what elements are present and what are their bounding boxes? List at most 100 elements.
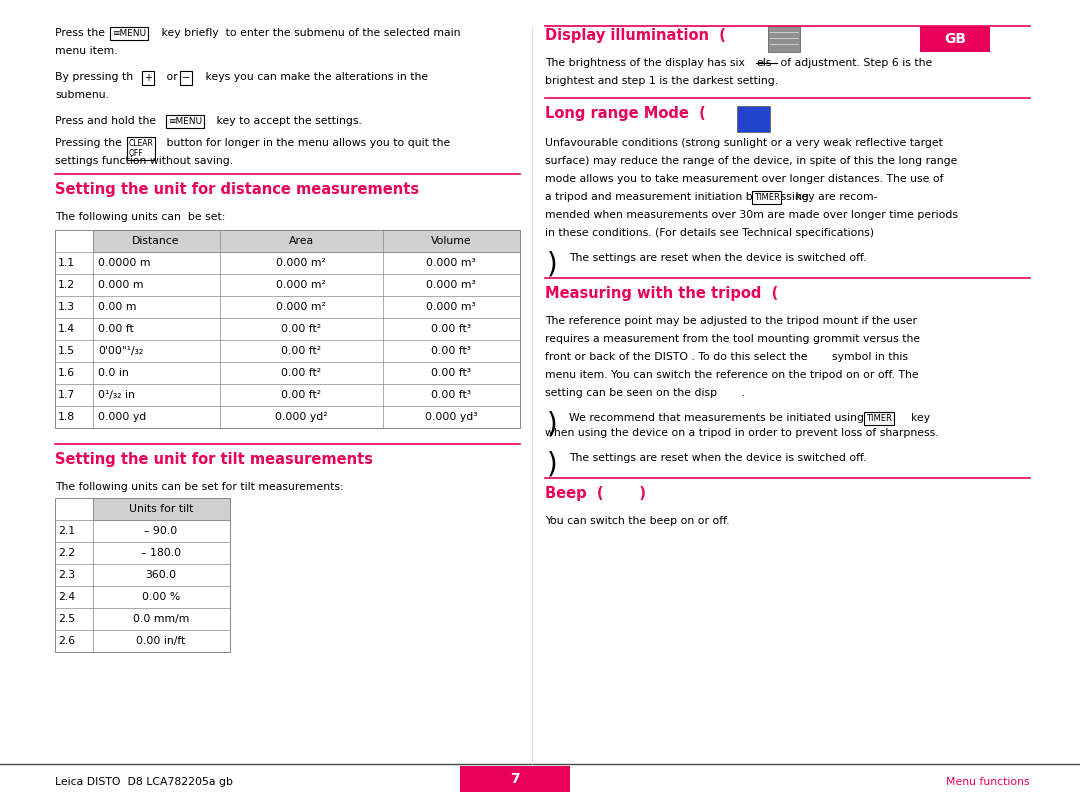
Text: 0.000 m²: 0.000 m² (276, 302, 326, 312)
Bar (93, 230, 519, 252)
Text: 2.2: 2.2 (58, 548, 76, 558)
Text: 0.000 m³: 0.000 m³ (427, 280, 476, 290)
Text: The brightness of the display has six: The brightness of the display has six (545, 58, 745, 68)
Text: The reference point may be adjusted to the tripod mount if the user: The reference point may be adjusted to t… (545, 316, 917, 326)
Text: 0.000 m³: 0.000 m³ (427, 258, 476, 268)
Text: 0.000 yd²: 0.000 yd² (274, 412, 327, 422)
Text: 2.3: 2.3 (58, 570, 76, 580)
Text: ≡MENU: ≡MENU (168, 117, 202, 126)
Text: The settings are reset when the device is switched off.: The settings are reset when the device i… (569, 253, 866, 263)
Bar (737, 106, 770, 132)
Bar (93, 498, 230, 520)
Text: 0.00 m: 0.00 m (98, 302, 136, 312)
Text: 2.4: 2.4 (58, 592, 76, 602)
Text: setting can be seen on the disp       .: setting can be seen on the disp . (545, 388, 745, 398)
Text: 0.00 ft²: 0.00 ft² (281, 390, 321, 400)
Text: – 90.0: – 90.0 (145, 526, 177, 536)
Text: 0.00 ft³: 0.00 ft³ (431, 324, 471, 334)
Text: 7: 7 (510, 772, 519, 786)
Text: Long range Mode  (: Long range Mode ( (545, 106, 705, 121)
Text: 0.00 ft²: 0.00 ft² (281, 324, 321, 334)
Text: 1.7: 1.7 (58, 390, 76, 400)
Text: 0.000 m²: 0.000 m² (276, 280, 326, 290)
Text: surface) may reduce the range of the device, in spite of this the long range: surface) may reduce the range of the dev… (545, 156, 957, 166)
Text: front or back of the DISTO . To do this select the       symbol in this: front or back of the DISTO . To do this … (545, 352, 908, 362)
Text: keys you can make the alterations in the: keys you can make the alterations in the (202, 72, 428, 82)
Text: 0.0 in: 0.0 in (98, 368, 129, 378)
Text: of adjustment. Step 6 is the: of adjustment. Step 6 is the (777, 58, 932, 68)
Text: key briefly  to enter the submenu of the selected main: key briefly to enter the submenu of the … (158, 28, 460, 38)
Bar (55, 230, 519, 428)
Text: 2.6: 2.6 (58, 636, 76, 646)
Text: Press the: Press the (55, 28, 108, 38)
Bar (55, 498, 230, 652)
Text: mended when measurements over 30m are made over longer time periods: mended when measurements over 30m are ma… (545, 210, 958, 220)
Text: We recommend that measurements be initiated using th: We recommend that measurements be initia… (569, 413, 879, 423)
Text: TIMER: TIMER (754, 193, 780, 202)
Text: By pressing th: By pressing th (55, 72, 133, 82)
Text: in these conditions. (For details see Technical specifications): in these conditions. (For details see Te… (545, 228, 874, 238)
Text: – 180.0: – 180.0 (140, 548, 181, 558)
Text: GB: GB (944, 32, 966, 46)
Text: brightest and step 1 is the darkest setting.: brightest and step 1 is the darkest sett… (545, 76, 778, 86)
Text: Setting the unit for distance measurements: Setting the unit for distance measuremen… (55, 182, 419, 197)
Text: −: − (183, 73, 190, 83)
Text: 0.0 mm/m: 0.0 mm/m (133, 614, 189, 624)
Text: +: + (144, 73, 152, 83)
Text: ): ) (546, 410, 557, 438)
Text: 0.00 in/ft: 0.00 in/ft (136, 636, 186, 646)
Text: Leica DISTO  D8 LCA782205a gb: Leica DISTO D8 LCA782205a gb (55, 777, 233, 787)
Text: You can switch the beep on or off.: You can switch the beep on or off. (545, 516, 730, 526)
Text: a tripod and measurement initiation by pressing: a tripod and measurement initiation by p… (545, 192, 812, 202)
Text: 1.5: 1.5 (58, 346, 76, 356)
Text: ): ) (546, 250, 557, 278)
Text: Area: Area (288, 236, 313, 246)
Text: Display illumination  (: Display illumination ( (545, 28, 726, 43)
Text: 0.0000 m: 0.0000 m (98, 258, 150, 268)
Text: Measuring with the tripod  (: Measuring with the tripod ( (545, 286, 779, 301)
Text: 0¹/₃₂ in: 0¹/₃₂ in (98, 390, 135, 400)
Text: 0'00"¹/₃₂: 0'00"¹/₃₂ (98, 346, 144, 356)
Text: 0.000 yd: 0.000 yd (98, 412, 146, 422)
Text: ): ) (546, 450, 557, 478)
Text: 0.000 m: 0.000 m (98, 280, 144, 290)
Text: 1.2: 1.2 (58, 280, 76, 290)
Text: The following units can be set for tilt measurements:: The following units can be set for tilt … (55, 482, 343, 492)
Text: 1.1: 1.1 (58, 258, 76, 268)
Text: menu item.: menu item. (55, 46, 118, 56)
Text: 0.00 ft³: 0.00 ft³ (431, 368, 471, 378)
Text: 0.00 %: 0.00 % (141, 592, 180, 602)
Text: ≡MENU: ≡MENU (112, 29, 146, 38)
Text: settings function without saving.: settings function without saving. (55, 156, 233, 166)
Text: 2.5: 2.5 (58, 614, 76, 624)
Text: 0.00 ft²: 0.00 ft² (281, 346, 321, 356)
Text: Unfavourable conditions (strong sunlight or a very weak reflective target: Unfavourable conditions (strong sunlight… (545, 138, 943, 148)
Text: 0.00 ft³: 0.00 ft³ (431, 346, 471, 356)
Text: 0.000 yd³: 0.000 yd³ (424, 412, 477, 422)
Text: Units for tilt: Units for tilt (129, 504, 193, 514)
Text: TIMER: TIMER (866, 414, 892, 423)
Text: Beep  (       ): Beep ( ) (545, 486, 646, 501)
Text: button for longer in the menu allows you to quit the: button for longer in the menu allows you… (163, 138, 450, 148)
Text: Menu functions: Menu functions (946, 777, 1030, 787)
Bar (920, 26, 990, 52)
Text: 0.00 ft: 0.00 ft (98, 324, 134, 334)
Text: 2.1: 2.1 (58, 526, 76, 536)
Text: els: els (756, 58, 771, 68)
Text: 360.0: 360.0 (146, 570, 176, 580)
Text: 0.00 ft²: 0.00 ft² (281, 368, 321, 378)
Text: 1.6: 1.6 (58, 368, 76, 378)
Text: key are recom-: key are recom- (792, 192, 877, 202)
Text: 0.000 m²: 0.000 m² (276, 258, 326, 268)
Text: menu item. You can switch the reference on the tripod on or off. The: menu item. You can switch the reference … (545, 370, 919, 380)
Text: Pressing the: Pressing the (55, 138, 122, 148)
Text: Press and hold the: Press and hold the (55, 116, 160, 126)
Text: 1.3: 1.3 (58, 302, 76, 312)
Text: The settings are reset when the device is switched off.: The settings are reset when the device i… (569, 453, 866, 463)
Bar (460, 766, 570, 792)
Text: when using the device on a tripod in order to prevent loss of sharpness.: when using the device on a tripod in ord… (545, 428, 939, 438)
Text: The following units can  be set:: The following units can be set: (55, 212, 226, 222)
Text: CLEAR
OFF: CLEAR OFF (129, 139, 153, 159)
Text: 1.8: 1.8 (58, 412, 76, 422)
Bar (768, 26, 800, 52)
